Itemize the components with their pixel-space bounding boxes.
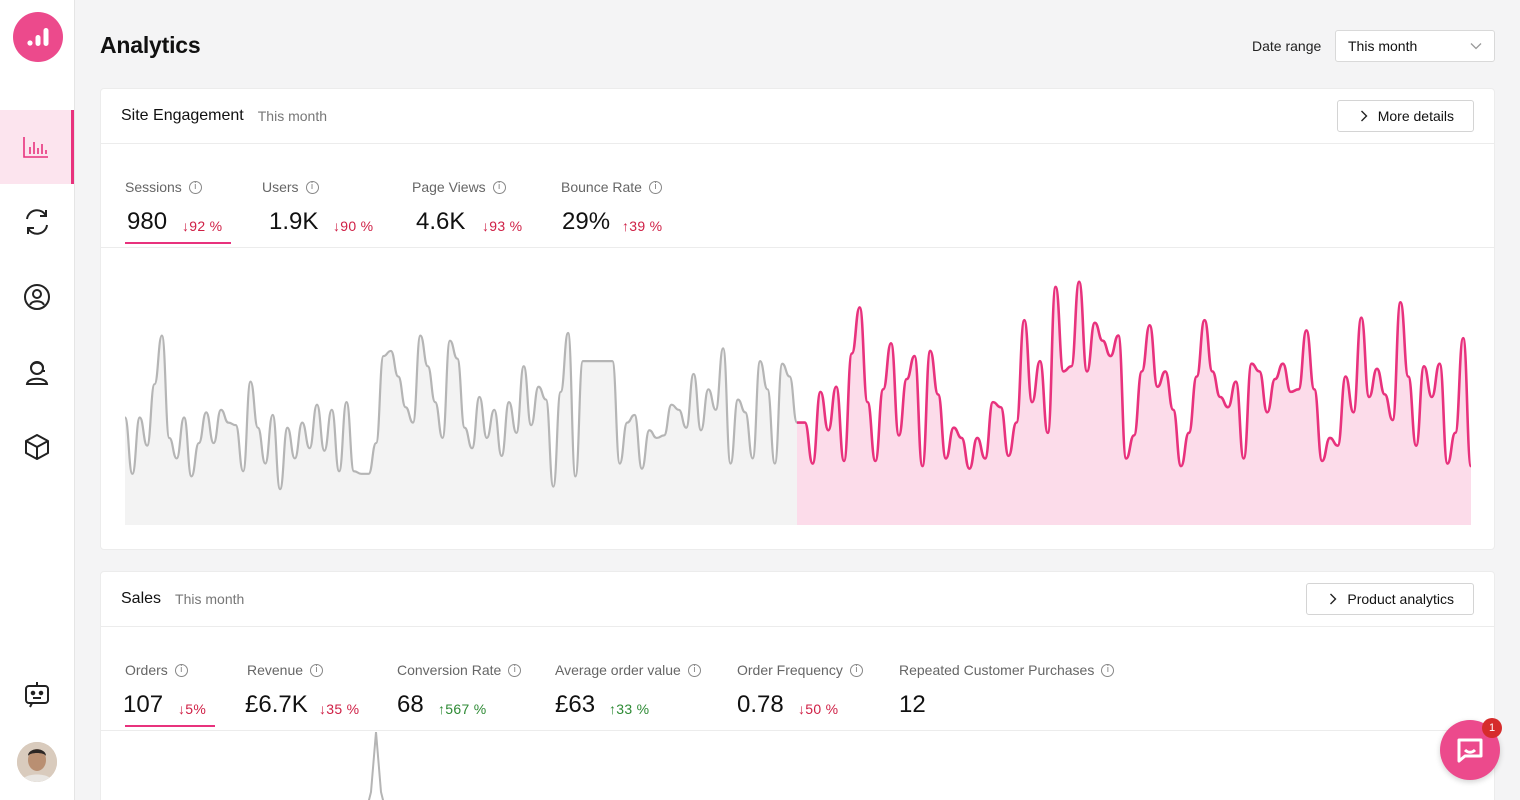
chat-icon <box>1457 738 1483 763</box>
orders-chart-partial <box>367 732 385 800</box>
metric-value: 1.9K <box>269 208 319 235</box>
metric-label: Repeated Customer Purchases <box>899 662 1095 678</box>
sidebar-item-sync[interactable] <box>0 185 74 259</box>
sales-card: Sales This month Product analytics Order… <box>100 571 1495 800</box>
sidebar-item-customers[interactable] <box>0 260 74 334</box>
metric-value: 29% <box>562 208 611 235</box>
metric-delta: ↓50 % <box>798 701 839 717</box>
metric-delta: ↓35 % <box>319 701 360 717</box>
user-photo <box>17 742 57 782</box>
bar-chart-logo-icon <box>27 28 49 46</box>
sidebar-item-products[interactable] <box>0 410 74 484</box>
metric-order-frequency[interactable]: Order Frequency i 0.78 ↓50 % <box>737 627 877 731</box>
metric-delta: ↓92 % <box>182 218 223 234</box>
metric-page-views[interactable]: Page Views i 4.6K ↓93 % <box>412 144 542 248</box>
metric-bounce-rate[interactable]: Bounce Rate i 29% ↑39 % <box>561 144 691 248</box>
sales-metrics: Orders i 107 ↓5% Revenue i £6.7K ↓35 % Con… <box>101 627 1494 731</box>
metric-orders[interactable]: Orders i 107 ↓5% <box>123 627 235 731</box>
metric-label: Orders <box>125 662 168 678</box>
metric-repeated-customer-purchases[interactable]: Repeated Customer Purchases i 12 <box>899 627 1139 731</box>
selected-indicator <box>125 725 215 727</box>
metric-label: Average order value <box>555 662 681 678</box>
metric-label: Bounce Rate <box>561 179 642 195</box>
app-logo[interactable] <box>13 12 63 62</box>
metric-value: 68 <box>397 691 424 718</box>
info-icon[interactable]: i <box>188 180 202 194</box>
metric-label: Order Frequency <box>737 662 843 678</box>
selected-indicator <box>125 242 231 244</box>
engagement-metrics: Sessions i 980 ↓92 % Users i 1.9K ↓90 % Pa… <box>101 144 1494 248</box>
metric-sessions[interactable]: Sessions i 980 ↓92 % <box>125 144 235 248</box>
date-range-select[interactable]: This month <box>1335 30 1495 62</box>
info-icon[interactable]: i <box>687 663 701 677</box>
analytics-chart-icon <box>22 137 48 158</box>
product-analytics-button[interactable]: Product analytics <box>1306 583 1474 615</box>
refresh-sync-icon <box>26 209 48 235</box>
previous-period-line <box>123 331 799 491</box>
site-engagement-card: Site Engagement This month More details … <box>100 88 1495 550</box>
metric-delta: ↑33 % <box>609 701 650 717</box>
support-agent-icon <box>25 361 49 385</box>
metric-label: Users <box>262 179 299 195</box>
metric-value: 4.6K <box>416 208 466 235</box>
current-period-line <box>797 280 1473 470</box>
avatar[interactable] <box>17 742 57 782</box>
metric-delta: ↓93 % <box>482 218 523 234</box>
metric-value: 107 <box>123 691 164 718</box>
card-header: Sales This month Product analytics <box>101 572 1494 627</box>
metric-revenue[interactable]: Revenue i £6.7K ↓35 % <box>245 627 387 731</box>
info-icon[interactable]: i <box>305 180 319 194</box>
current-period-area <box>797 281 1471 525</box>
metric-conversion-rate[interactable]: Conversion Rate i 68 ↑567 % <box>397 627 537 731</box>
info-icon[interactable]: i <box>492 180 506 194</box>
info-icon[interactable]: i <box>849 663 863 677</box>
more-details-label: More details <box>1377 108 1454 124</box>
info-icon[interactable]: i <box>174 663 188 677</box>
metric-users[interactable]: Users i 1.9K ↓90 % <box>262 144 392 248</box>
page-title: Analytics <box>100 32 201 58</box>
bot-chat-icon <box>25 682 49 708</box>
cube-box-icon <box>25 434 49 460</box>
metric-delta: ↑567 % <box>438 701 487 717</box>
metric-label: Page Views <box>412 179 486 195</box>
date-range-value: This month <box>1348 38 1418 54</box>
card-subtitle: This month <box>257 108 327 124</box>
card-title: Sales <box>121 590 162 607</box>
date-range-label: Date range <box>1252 38 1322 54</box>
metric-value: £6.7K <box>245 691 308 718</box>
info-icon[interactable]: i <box>648 180 662 194</box>
info-icon[interactable]: i <box>310 663 324 677</box>
metric-delta: ↓5% <box>178 701 207 717</box>
card-subtitle: This month <box>175 591 245 607</box>
sidebar <box>0 0 75 800</box>
chevron-right-icon <box>1330 593 1337 605</box>
more-details-button[interactable]: More details <box>1336 100 1474 132</box>
card-header: Site Engagement This month More details <box>101 89 1494 144</box>
metric-value: 12 <box>899 691 926 718</box>
previous-period-area <box>125 333 797 525</box>
metric-value: 0.78 <box>737 691 784 718</box>
info-icon[interactable]: i <box>508 663 522 677</box>
chat-notification-badge: 1 <box>1482 718 1502 738</box>
metric-label: Conversion Rate <box>397 662 502 678</box>
sidebar-item-analytics[interactable] <box>0 110 74 184</box>
card-title: Site Engagement <box>121 107 244 124</box>
chevron-right-icon <box>1360 110 1368 122</box>
chevron-down-icon <box>1470 43 1482 50</box>
metric-delta: ↓90 % <box>333 218 374 234</box>
orders-series-line <box>367 732 385 800</box>
product-analytics-label: Product analytics <box>1347 591 1454 607</box>
metric-label: Revenue <box>247 662 304 678</box>
metric-average-order-value[interactable]: Average order value i £63 ↑33 % <box>555 627 715 731</box>
metric-value: £63 <box>555 691 596 718</box>
metric-value: 980 <box>127 208 168 235</box>
metric-label: Sessions <box>125 179 182 195</box>
sessions-area-chart <box>123 280 1473 525</box>
user-circle-icon <box>24 284 50 310</box>
sidebar-item-support[interactable] <box>0 335 74 409</box>
info-icon[interactable]: i <box>1101 663 1115 677</box>
metric-delta: ↑39 % <box>622 218 663 234</box>
sidebar-item-bot[interactable] <box>0 657 74 731</box>
